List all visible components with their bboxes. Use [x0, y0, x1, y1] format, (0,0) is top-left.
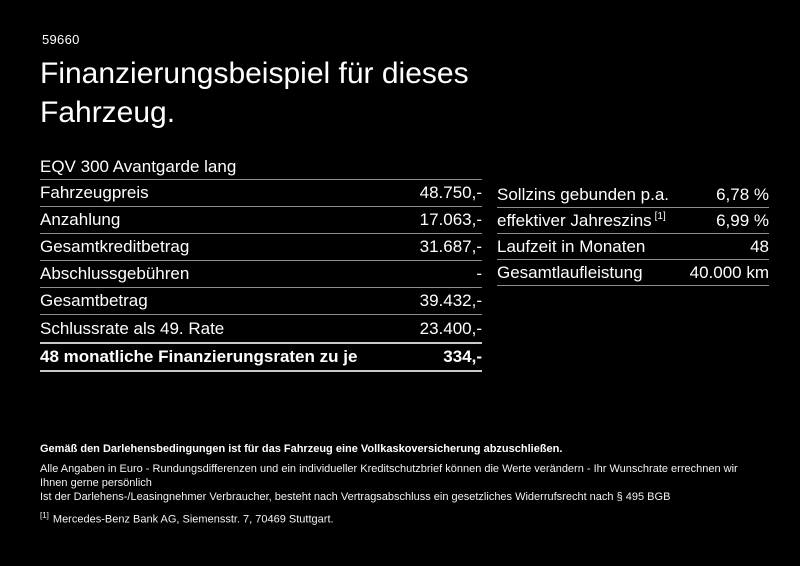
row-value: 31.687,-	[419, 237, 482, 256]
row-label: Gesamtkreditbetrag	[40, 237, 190, 256]
row-fahrzeugpreis: Fahrzeugpreis 48.750,-	[40, 180, 482, 207]
row-value: 23.400,-	[419, 318, 482, 338]
footnote-marker: [1]	[40, 511, 49, 520]
footnote-reference: [1]	[654, 210, 666, 222]
row-label: Anzahlung	[40, 210, 121, 229]
row-label: effektiver Jahreszins [1]	[497, 211, 666, 231]
footnote-bank: [1] Mercedes-Benz Bank AG, Siemensstr. 7,…	[40, 509, 766, 527]
row-abschlussgebuehren: Abschlussgebühren -	[40, 261, 482, 288]
row-label: Gesamtlaufleistung	[497, 262, 643, 282]
row-value: 6,99 %	[716, 210, 769, 230]
row-label: 48 monatliche Finanzierungsraten zu je	[40, 347, 358, 366]
row-gesamtlaufleistung: Gesamtlaufleistung 40.000 km	[497, 260, 769, 286]
row-value: -	[476, 264, 482, 283]
row-value: 40.000 km	[689, 262, 769, 282]
conditions-table: Sollzins gebunden p.a. 6,78 % effektiver…	[497, 182, 769, 286]
row-label: Sollzins gebunden p.a.	[497, 184, 670, 204]
row-vehicle-model: EQV 300 Avantgarde lang	[40, 155, 482, 180]
insurance-note: Gemäß den Darlehensbedingungen ist für d…	[40, 443, 563, 455]
row-label: Laufzeit in Monaten	[497, 236, 646, 256]
row-value: 48	[750, 236, 769, 256]
disclaimer-note-2: Ist der Darlehens-/Leasingnehmer Verbrau…	[40, 491, 671, 503]
row-label-text: effektiver Jahreszins	[497, 210, 652, 230]
row-value: 39.432,-	[419, 291, 482, 310]
row-label: Gesamtbetrag	[40, 291, 148, 310]
row-label: Schlussrate als 49. Rate	[40, 318, 225, 338]
row-value: 6,78 %	[716, 184, 769, 204]
row-value: 17.063,-	[419, 210, 482, 229]
row-schlussrate: Schlussrate als 49. Rate 23.400,-	[40, 315, 482, 342]
row-anzahlung: Anzahlung 17.063,-	[40, 207, 482, 234]
row-value: 48.750,-	[419, 183, 482, 202]
row-label: Abschlussgebühren	[40, 264, 190, 283]
row-effektiver-jahreszins: effektiver Jahreszins [1] 6,99 %	[497, 208, 769, 234]
footer-notes: Gemäß den Darlehensbedingungen ist für d…	[40, 443, 766, 527]
page-title-line1: Finanzierungsbeispiel für dieses	[40, 57, 469, 90]
document-number: 59660	[42, 32, 80, 47]
row-monthly-rate: 48 monatliche Finanzierungsraten zu je 3…	[40, 342, 482, 372]
row-gesamtbetrag: Gesamtbetrag 39.432,-	[40, 288, 482, 315]
page-title-line2: Fahrzeug.	[40, 96, 176, 129]
page-title: Finanzierungsbeispiel für dieses Fahrzeu…	[40, 54, 469, 132]
row-label: Fahrzeugpreis	[40, 183, 149, 202]
disclaimer-note-1: Alle Angaben in Euro - Rundungsdifferenz…	[40, 463, 738, 489]
row-laufzeit: Laufzeit in Monaten 48	[497, 234, 769, 260]
row-value: 334,-	[443, 347, 482, 366]
footnote-text: Mercedes-Benz Bank AG, Siemensstr. 7, 70…	[52, 513, 334, 526]
row-gesamtkreditbetrag: Gesamtkreditbetrag 31.687,-	[40, 234, 482, 261]
financing-table: EQV 300 Avantgarde lang Fahrzeugpreis 48…	[40, 155, 482, 372]
vehicle-model-label: EQV 300 Avantgarde lang	[40, 157, 237, 176]
row-sollzins: Sollzins gebunden p.a. 6,78 %	[497, 182, 769, 208]
